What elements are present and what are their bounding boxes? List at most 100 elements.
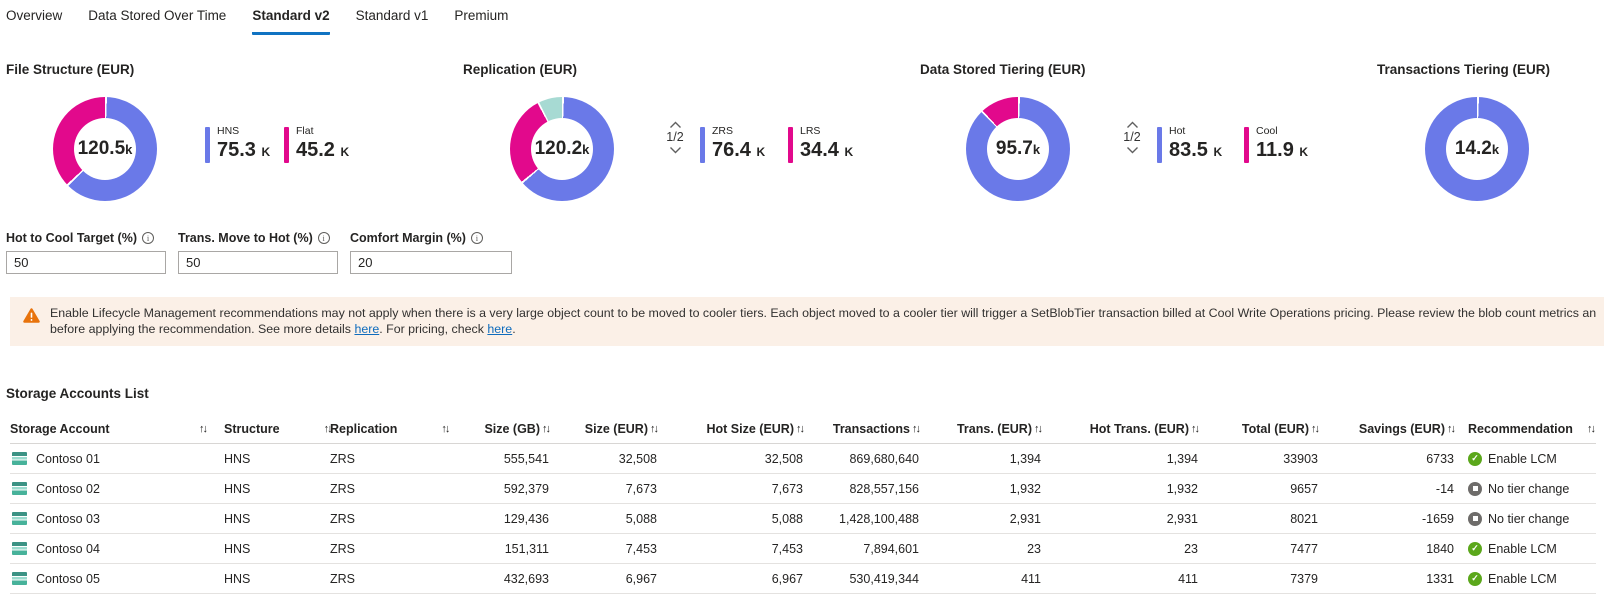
structure-value: HNS	[224, 481, 251, 496]
chevron-down-icon[interactable]	[1126, 146, 1139, 154]
hot-size-eur-value: 7,453	[771, 541, 803, 556]
table-row[interactable]: Contoso 02 HNS ZRS 592,379 7,673 7,673 8…	[10, 474, 1596, 504]
total-eur-value: 9657	[1290, 481, 1318, 496]
tab-data-stored-over-time[interactable]: Data Stored Over Time	[88, 8, 227, 23]
col-header-transactions[interactable]: Transactions ↑↓	[832, 421, 921, 436]
col-header-hot-size-eur[interactable]: Hot Size (EUR) ↑↓	[706, 421, 806, 436]
transactions-value: 7,894,601	[863, 541, 919, 556]
details-link[interactable]: here	[354, 321, 380, 336]
transactions-value: 1,428,100,488	[839, 511, 919, 526]
donut-center-label: 120.5 k	[74, 118, 136, 180]
comfort-margin-input[interactable]	[350, 251, 512, 274]
sort-icon[interactable]: ↑↓	[542, 422, 551, 435]
pager-label: 1/2	[1123, 130, 1141, 144]
recommendation-status-icon	[1468, 481, 1482, 496]
recommendation-badge: Enable LCM	[1454, 451, 1596, 466]
recommendation-status-icon	[1468, 511, 1482, 526]
tab-overview[interactable]: Overview	[6, 8, 63, 23]
legend-item-cool: Cool 11.9 K	[1244, 125, 1308, 164]
donut-center-value: 120.2	[534, 138, 583, 159]
table-row[interactable]: Contoso 01 HNS ZRS 555,541 32,508 32,508…	[10, 444, 1596, 474]
info-icon[interactable]	[317, 232, 330, 244]
param-label: Comfort Margin (%)	[350, 231, 512, 245]
storage-account-icon	[12, 482, 27, 495]
legend-item-hot: Hot 83.5 K	[1157, 125, 1222, 164]
structure-value: HNS	[224, 451, 251, 466]
replication-value: ZRS	[330, 511, 355, 526]
hot-size-eur-value: 7,673	[771, 481, 803, 496]
table-row[interactable]: Contoso 05 HNS ZRS 432,693 6,967 6,967 5…	[10, 564, 1596, 594]
sort-icon[interactable]: ↑↓	[323, 422, 333, 435]
tab-standard-v1[interactable]: Standard v1	[355, 8, 429, 23]
trans-eur-value: 23	[1027, 541, 1041, 556]
replication-value: ZRS	[330, 451, 355, 466]
donut-center-value: 120.5	[77, 138, 126, 159]
transactions-value: 828,557,156	[849, 481, 919, 496]
sort-icon[interactable]: ↑↓	[441, 422, 450, 435]
col-header-recommendation[interactable]: Recommendation ↑↓	[1468, 421, 1596, 436]
legend-item-flat: Flat 45.2 K	[284, 125, 349, 164]
chevron-up-icon[interactable]	[669, 121, 682, 129]
donut-center-label: 120.2 k	[531, 118, 593, 180]
warning-message: Enable Lifecycle Management recommendati…	[50, 306, 1596, 337]
size-gb-value: 555,541	[503, 451, 549, 466]
chevron-down-icon[interactable]	[669, 146, 682, 154]
donut-center-unit: k	[1032, 141, 1041, 157]
hot-trans-eur-value: 1,394	[1166, 451, 1198, 466]
sort-icon[interactable]: ↑↓	[1587, 422, 1596, 435]
sort-icon[interactable]: ↑↓	[1311, 422, 1320, 435]
col-header-size-gb[interactable]: Size (GB) ↑↓	[484, 421, 551, 436]
sort-icon[interactable]: ↑↓	[1191, 422, 1200, 435]
legend-label: HNS	[217, 125, 240, 137]
legend-label: ZRS	[712, 125, 733, 137]
col-header-hot-trans-eur[interactable]: Hot Trans. (EUR) ↑↓	[1089, 421, 1200, 436]
hot-trans-eur-value: 411	[1178, 571, 1198, 586]
size-gb-value: 129,436	[503, 511, 549, 526]
sort-icon[interactable]: ↑↓	[1447, 422, 1456, 435]
storage-account-icon	[12, 512, 27, 525]
info-icon[interactable]	[470, 232, 483, 244]
recommendation-label: Enable LCM	[1488, 541, 1557, 556]
table-row[interactable]: Contoso 03 HNS ZRS 129,436 5,088 5,088 1…	[10, 504, 1596, 534]
hot-to-cool-target-input[interactable]	[6, 251, 166, 274]
total-eur-value: 7477	[1290, 541, 1318, 556]
col-header-replication[interactable]: Replication ↑↓	[330, 421, 450, 436]
col-header-savings-eur[interactable]: Savings (EUR) ↑↓	[1358, 421, 1456, 436]
param-label: Hot to Cool Target (%)	[6, 231, 166, 245]
hot-size-eur-value: 6,967	[771, 571, 803, 586]
param-hot-to-cool-target: Hot to Cool Target (%)	[6, 231, 166, 274]
legend-color-swatch	[1157, 127, 1162, 163]
legend-label: Flat	[296, 125, 314, 137]
account-name: Contoso 04	[10, 542, 212, 556]
chevron-up-icon[interactable]	[1126, 121, 1139, 129]
legend-color-swatch	[205, 127, 210, 163]
savings-eur-value: 1840	[1426, 541, 1454, 556]
sort-icon[interactable]: ↑↓	[199, 422, 208, 435]
chart-title-replication: Replication (EUR)	[463, 62, 578, 77]
tab-standard-v2[interactable]: Standard v2	[252, 8, 330, 35]
col-header-storage-account[interactable]: Storage Account ↑↓	[10, 421, 208, 436]
donut-file-structure: 120.5 k	[53, 97, 157, 201]
col-header-size-eur[interactable]: Size (EUR) ↑↓	[584, 421, 659, 436]
chart-title-transactions-tiering: Transactions Tiering (EUR)	[1377, 62, 1551, 77]
structure-value: HNS	[224, 541, 251, 556]
sort-icon[interactable]: ↑↓	[796, 422, 805, 435]
size-gb-value: 151,311	[504, 541, 549, 556]
tab-premium[interactable]: Premium	[454, 8, 509, 23]
info-icon[interactable]	[142, 232, 154, 244]
storage-accounts-table: Storage Account ↑↓ Structure ↑↓ Replicatio…	[10, 414, 1596, 594]
col-header-trans-eur[interactable]: Trans. (EUR) ↑↓	[956, 421, 1043, 436]
donut-center-label: 95.7 k	[987, 118, 1049, 180]
sort-icon[interactable]: ↑↓	[912, 422, 921, 435]
donut-replication: 120.2 k	[510, 97, 614, 201]
col-header-structure[interactable]: Structure ↑↓	[224, 421, 333, 436]
transactions-value: 530,419,344	[849, 571, 919, 586]
trans-move-to-hot-input[interactable]	[178, 251, 338, 274]
table-row[interactable]: Contoso 04 HNS ZRS 151,311 7,453 7,453 7…	[10, 534, 1596, 564]
pricing-link[interactable]: here	[487, 321, 513, 336]
sort-icon[interactable]: ↑↓	[1034, 422, 1043, 435]
sort-icon[interactable]: ↑↓	[650, 422, 659, 435]
warning-line-2: before applying the recommendation. See …	[50, 321, 516, 336]
col-header-total-eur[interactable]: Total (EUR) ↑↓	[1241, 421, 1320, 436]
hot-size-eur-value: 32,508	[764, 451, 803, 466]
